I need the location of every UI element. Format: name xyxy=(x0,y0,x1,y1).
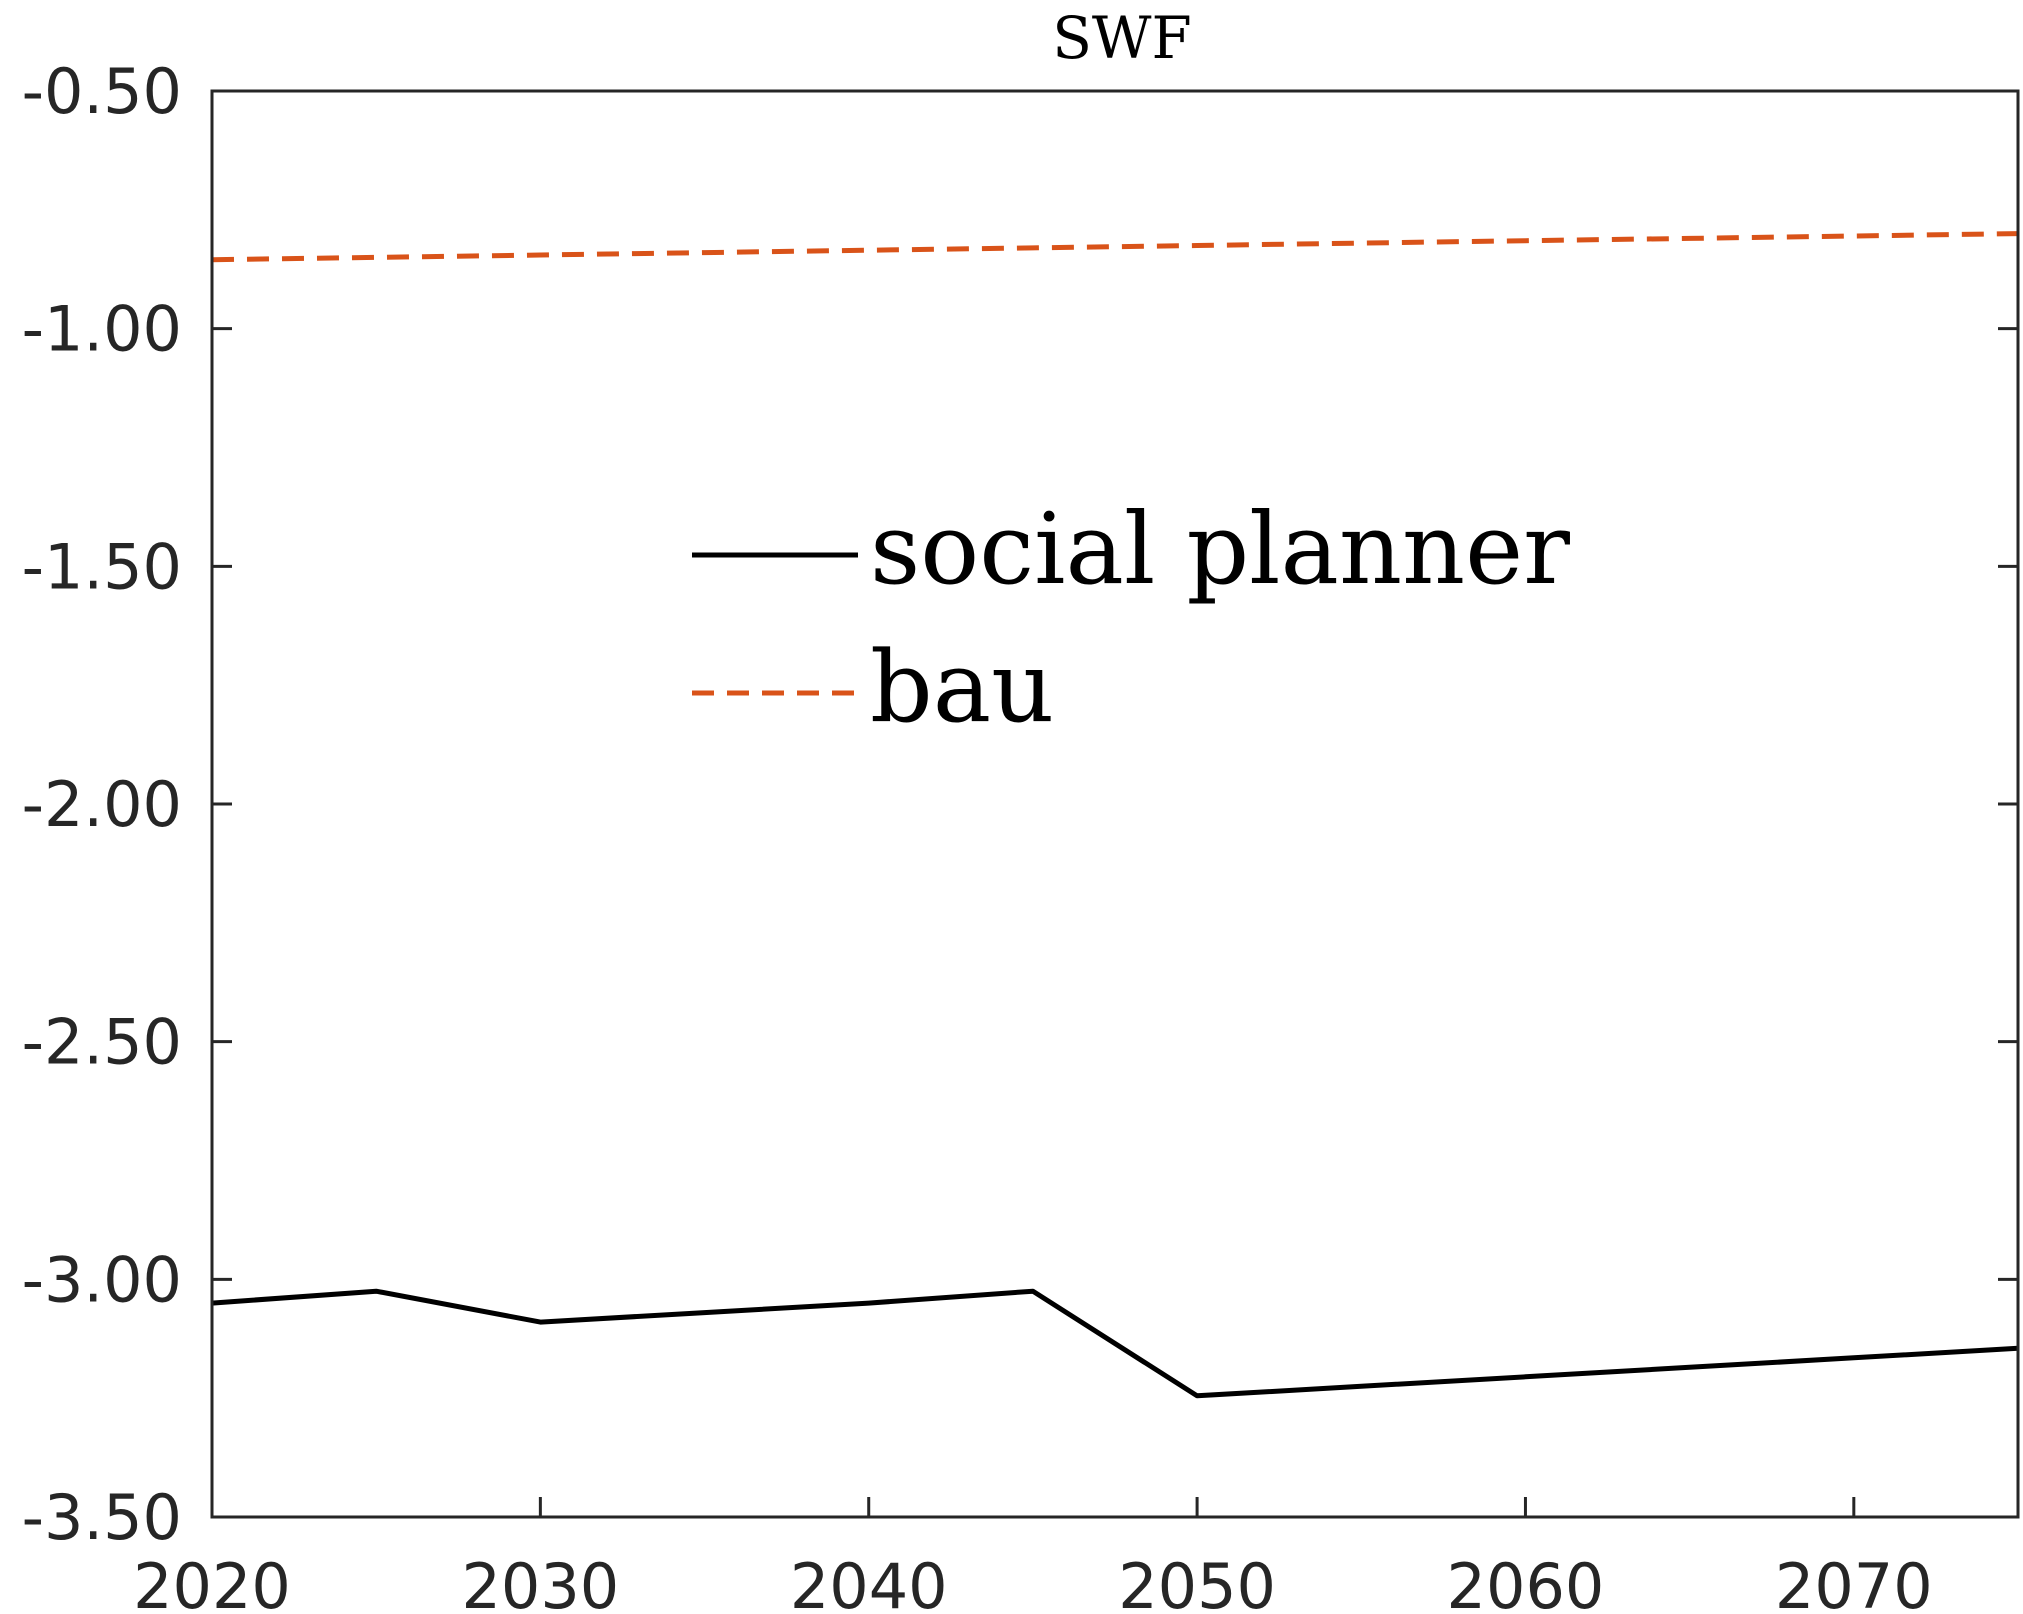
y-tick-label: -2.00 xyxy=(22,768,182,841)
legend: social planner bau xyxy=(692,493,1570,745)
series-line-1 xyxy=(211,231,2019,263)
y-tick-label: -1.00 xyxy=(22,293,182,366)
y-tick-label: -2.50 xyxy=(22,1006,182,1079)
plot-area-frame xyxy=(210,89,2020,1519)
y-tick-label: -3.50 xyxy=(22,1481,182,1554)
x-tick-label: 2070 xyxy=(1775,1550,1933,1614)
x-tick-label: 2050 xyxy=(1118,1550,1276,1614)
x-tick-label: 2060 xyxy=(1447,1550,1605,1614)
series-line-0 xyxy=(211,1288,2019,1399)
legend-label-0: social planner xyxy=(870,493,1570,607)
x-tick-label: 2030 xyxy=(461,1550,619,1614)
x-tick-label: 2040 xyxy=(790,1550,948,1614)
y-tick-label: -0.50 xyxy=(22,55,182,128)
y-tick-label: -1.50 xyxy=(22,530,182,603)
y-axis: -0.50 -1.00 -1.50 -2.00 -2.50 -3.00 -3.50 xyxy=(22,55,2018,1554)
plot-series xyxy=(211,231,2019,1399)
x-axis: 2020 2030 2040 2050 2060 2070 xyxy=(133,1497,1933,1614)
y-tick-label: -3.00 xyxy=(22,1243,182,1316)
chart-title: SWF xyxy=(1052,4,1192,72)
x-tick-label: 2020 xyxy=(133,1550,291,1614)
legend-label-1: bau xyxy=(870,631,1054,745)
